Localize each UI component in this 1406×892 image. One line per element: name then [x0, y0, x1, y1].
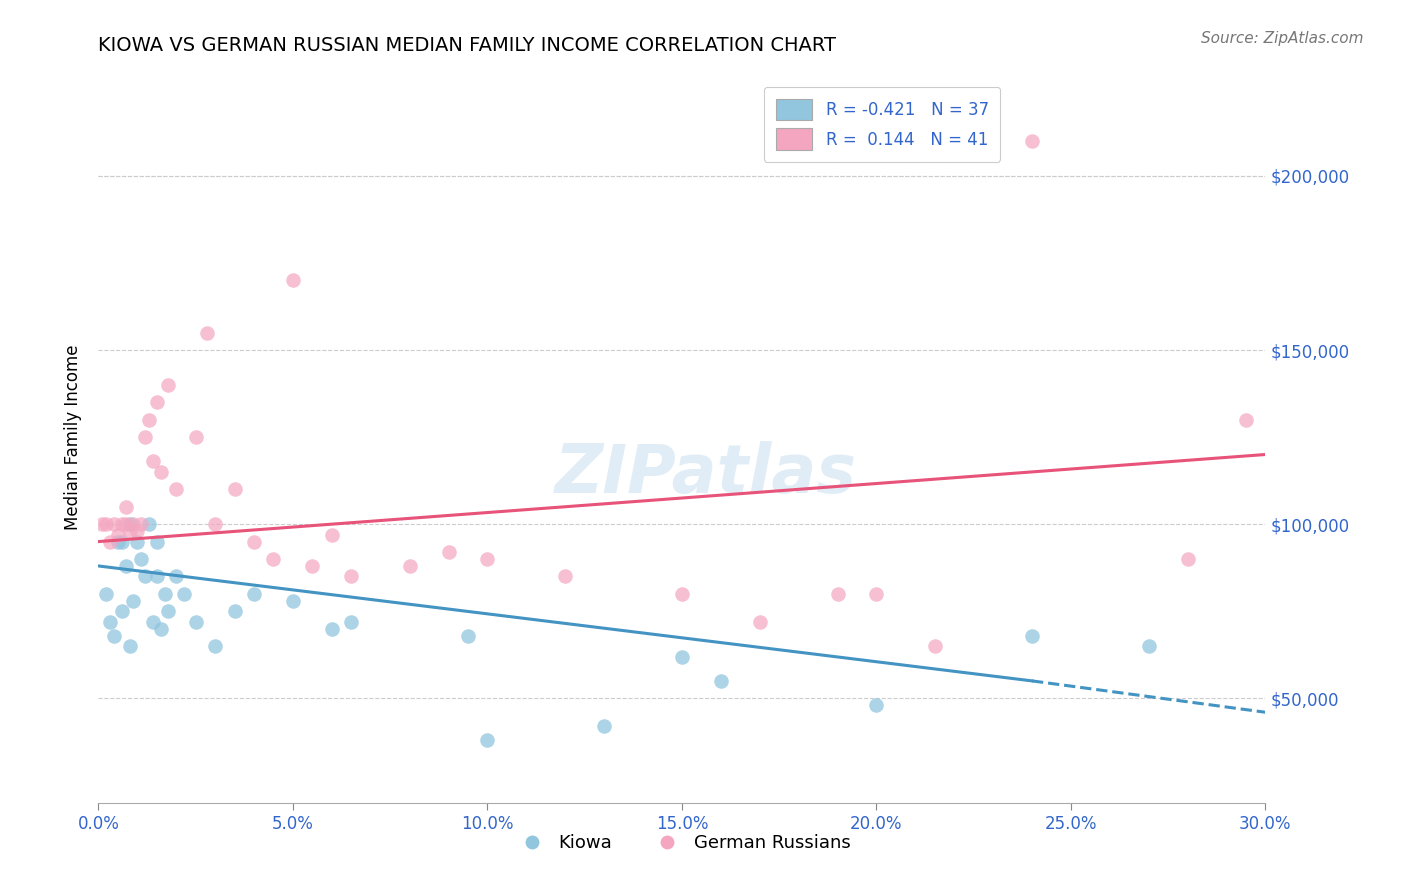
Point — [1234, 412, 1257, 426]
Point — [593, 719, 616, 733]
Point — [138, 517, 160, 532]
Point — [103, 629, 125, 643]
Point — [204, 517, 226, 532]
Point — [146, 569, 169, 583]
Point — [114, 500, 136, 514]
Point — [671, 587, 693, 601]
Point — [114, 558, 136, 573]
Point — [118, 524, 141, 538]
Point — [127, 524, 149, 538]
Point — [173, 587, 195, 601]
Point — [96, 517, 118, 532]
Point — [827, 587, 849, 601]
Point — [107, 534, 129, 549]
Point — [437, 545, 460, 559]
Point — [98, 534, 121, 549]
Point — [146, 395, 169, 409]
Point — [710, 673, 733, 688]
Point — [195, 326, 218, 340]
Point — [184, 430, 207, 444]
Point — [107, 527, 129, 541]
Point — [243, 534, 266, 549]
Point — [1137, 639, 1160, 653]
Point — [924, 639, 946, 653]
Point — [477, 733, 499, 747]
Point — [146, 534, 169, 549]
Point — [96, 587, 118, 601]
Point — [671, 649, 693, 664]
Point — [224, 483, 246, 497]
Point — [748, 615, 770, 629]
Point — [157, 377, 180, 392]
Point — [184, 615, 207, 629]
Point — [243, 587, 266, 601]
Point — [204, 639, 226, 653]
Point — [340, 615, 363, 629]
Point — [477, 552, 499, 566]
Point — [111, 534, 134, 549]
Point — [103, 517, 125, 532]
Point — [149, 622, 172, 636]
Point — [262, 552, 284, 566]
Point — [127, 534, 149, 549]
Point — [281, 594, 304, 608]
Point — [554, 569, 576, 583]
Point — [865, 587, 887, 601]
Point — [340, 569, 363, 583]
Point — [165, 483, 187, 497]
Point — [114, 517, 136, 532]
Point — [122, 517, 145, 532]
Point — [301, 558, 323, 573]
Point — [118, 639, 141, 653]
Point — [138, 412, 160, 426]
Text: KIOWA VS GERMAN RUSSIAN MEDIAN FAMILY INCOME CORRELATION CHART: KIOWA VS GERMAN RUSSIAN MEDIAN FAMILY IN… — [98, 36, 837, 54]
Point — [149, 465, 172, 479]
Point — [153, 587, 176, 601]
Point — [122, 594, 145, 608]
Point — [142, 615, 165, 629]
Y-axis label: Median Family Income: Median Family Income — [65, 344, 83, 530]
Point — [118, 517, 141, 532]
Point — [865, 698, 887, 713]
Point — [321, 527, 343, 541]
Point — [157, 604, 180, 618]
Point — [321, 622, 343, 636]
Point — [1177, 552, 1199, 566]
Point — [165, 569, 187, 583]
Point — [134, 430, 156, 444]
Point — [142, 454, 165, 468]
Text: Source: ZipAtlas.com: Source: ZipAtlas.com — [1201, 31, 1364, 46]
Point — [111, 517, 134, 532]
Point — [1021, 134, 1043, 148]
Point — [398, 558, 420, 573]
Point — [281, 273, 304, 287]
Point — [224, 604, 246, 618]
Point — [1021, 629, 1043, 643]
Point — [129, 517, 152, 532]
Point — [134, 569, 156, 583]
Point — [98, 615, 121, 629]
Legend: Kiowa, German Russians: Kiowa, German Russians — [506, 827, 858, 860]
Point — [457, 629, 479, 643]
Point — [111, 604, 134, 618]
Text: ZIPatlas: ZIPatlas — [554, 441, 856, 507]
Point — [129, 552, 152, 566]
Point — [91, 517, 114, 532]
